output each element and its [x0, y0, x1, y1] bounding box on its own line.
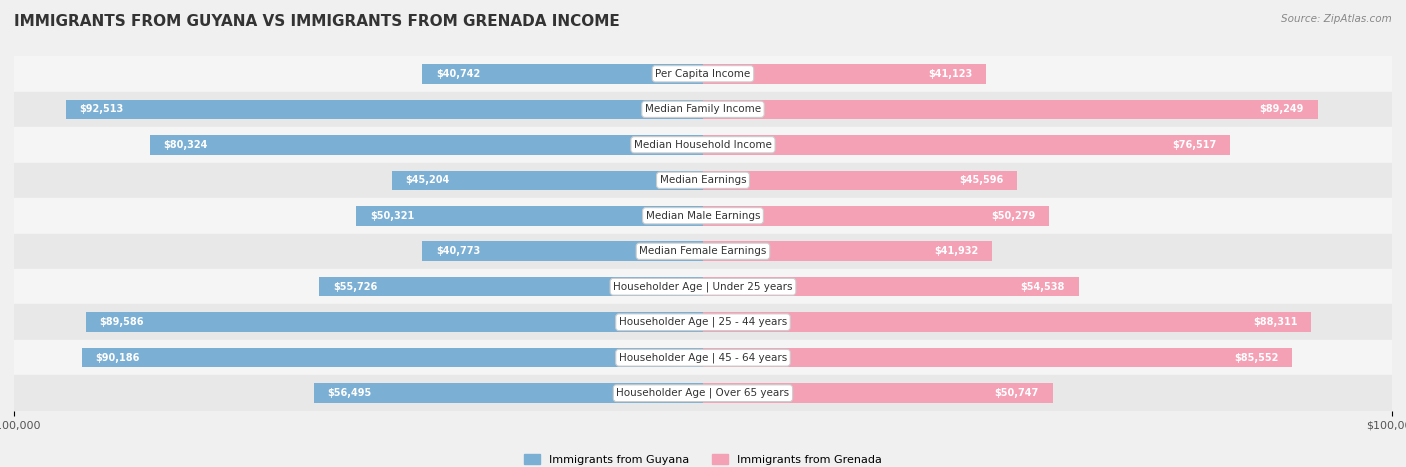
Text: $92,513: $92,513	[79, 104, 124, 114]
Bar	[422, 64, 703, 84]
Text: $40,742: $40,742	[436, 69, 481, 79]
Bar	[703, 312, 1312, 332]
Text: $50,279: $50,279	[991, 211, 1036, 221]
Text: $80,324: $80,324	[163, 140, 208, 150]
Bar	[82, 348, 703, 368]
Text: Median Household Income: Median Household Income	[634, 140, 772, 150]
Bar	[314, 383, 703, 403]
Text: $90,186: $90,186	[96, 353, 139, 363]
Text: $41,932: $41,932	[934, 246, 979, 256]
Text: Householder Age | Under 25 years: Householder Age | Under 25 years	[613, 282, 793, 292]
Text: Median Male Earnings: Median Male Earnings	[645, 211, 761, 221]
Text: $54,538: $54,538	[1021, 282, 1064, 292]
Bar	[14, 92, 1392, 127]
Bar	[14, 340, 1392, 375]
Bar	[14, 127, 1392, 163]
Text: $45,204: $45,204	[405, 175, 450, 185]
Bar	[703, 135, 1230, 155]
Text: Source: ZipAtlas.com: Source: ZipAtlas.com	[1281, 14, 1392, 24]
Text: $89,249: $89,249	[1260, 104, 1305, 114]
Text: IMMIGRANTS FROM GUYANA VS IMMIGRANTS FROM GRENADA INCOME: IMMIGRANTS FROM GUYANA VS IMMIGRANTS FRO…	[14, 14, 620, 29]
Text: $56,495: $56,495	[328, 388, 371, 398]
Bar	[703, 99, 1317, 119]
Bar	[14, 56, 1392, 92]
Text: $89,586: $89,586	[100, 317, 143, 327]
Bar	[703, 348, 1292, 368]
Bar	[14, 269, 1392, 304]
Text: Householder Age | 45 - 64 years: Householder Age | 45 - 64 years	[619, 353, 787, 363]
Bar	[149, 135, 703, 155]
Text: Median Female Earnings: Median Female Earnings	[640, 246, 766, 256]
Bar	[392, 170, 703, 190]
Text: $45,596: $45,596	[959, 175, 1004, 185]
Legend: Immigrants from Guyana, Immigrants from Grenada: Immigrants from Guyana, Immigrants from …	[519, 450, 887, 467]
Text: $50,747: $50,747	[994, 388, 1039, 398]
Text: Per Capita Income: Per Capita Income	[655, 69, 751, 79]
Text: $41,123: $41,123	[928, 69, 973, 79]
Bar	[703, 383, 1053, 403]
Text: $40,773: $40,773	[436, 246, 479, 256]
Text: $50,321: $50,321	[370, 211, 415, 221]
Text: $76,517: $76,517	[1173, 140, 1216, 150]
Bar	[14, 198, 1392, 234]
Bar	[356, 206, 703, 226]
Text: Median Earnings: Median Earnings	[659, 175, 747, 185]
Text: Householder Age | 25 - 44 years: Householder Age | 25 - 44 years	[619, 317, 787, 327]
Text: $85,552: $85,552	[1234, 353, 1278, 363]
Bar	[14, 234, 1392, 269]
Bar	[66, 99, 703, 119]
Bar	[319, 277, 703, 297]
Bar	[703, 241, 991, 261]
Bar	[14, 304, 1392, 340]
Bar	[86, 312, 703, 332]
Text: $55,726: $55,726	[333, 282, 377, 292]
Bar	[703, 64, 987, 84]
Bar	[703, 277, 1078, 297]
Bar	[14, 375, 1392, 411]
Bar	[14, 163, 1392, 198]
Bar	[703, 170, 1017, 190]
Text: Median Family Income: Median Family Income	[645, 104, 761, 114]
Bar	[422, 241, 703, 261]
Text: $88,311: $88,311	[1253, 317, 1298, 327]
Text: Householder Age | Over 65 years: Householder Age | Over 65 years	[616, 388, 790, 398]
Bar	[703, 206, 1049, 226]
